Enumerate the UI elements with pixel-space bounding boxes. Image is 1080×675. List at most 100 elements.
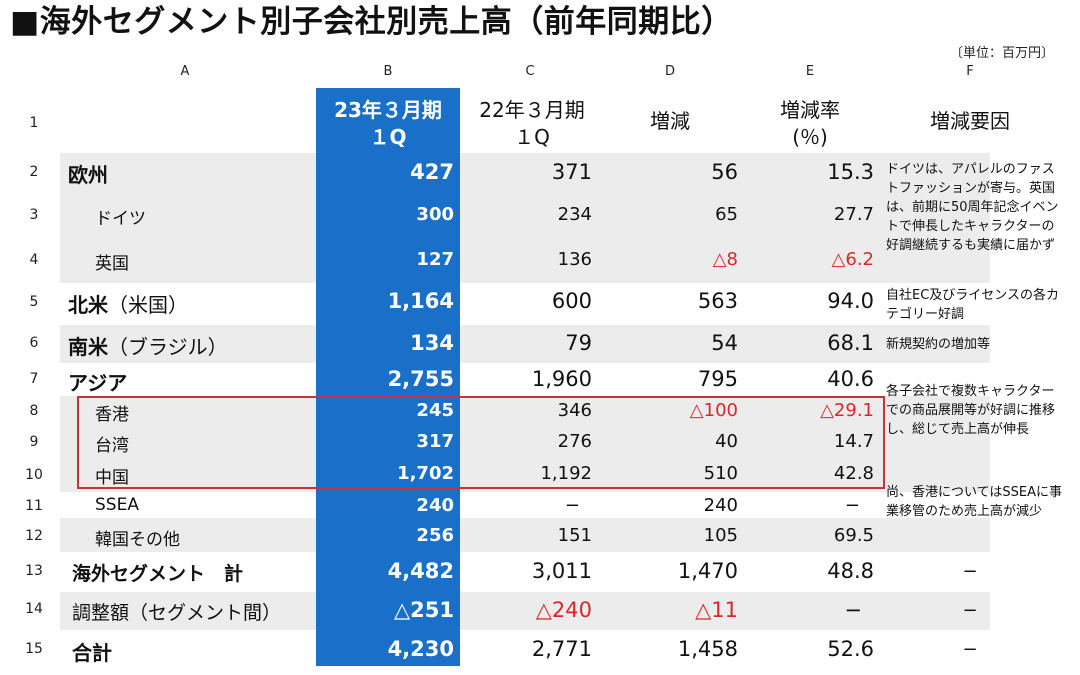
row-number-7: 7 <box>29 371 39 387</box>
cell-b-grand-total: 4,230 <box>387 637 454 661</box>
row-label-grand-total: 合計 <box>72 641 112 665</box>
cell-d-china: 510 <box>703 463 738 484</box>
cell-d-uk: △8 <box>712 249 738 270</box>
row-band-asia-sub <box>60 396 990 492</box>
cell-b-china: 1,702 <box>397 463 454 484</box>
note-europe: ドイツは、アパレルのファストファッションが寄与。英国は、前期に50周年記念イベン… <box>886 162 1059 253</box>
row-band-korea <box>60 518 990 552</box>
cell-c-grand-total: 2,771 <box>531 637 592 661</box>
row-label-uk: 英国 <box>95 254 129 274</box>
header-d: 増減 <box>650 109 690 133</box>
column-letter-d: D <box>664 64 675 79</box>
column-letter-a: A <box>180 64 190 79</box>
cell-f-overseas-total: − <box>962 561 978 582</box>
cell-e-hong-kong: △29.1 <box>820 400 874 421</box>
cell-d-south-america: 54 <box>711 331 738 355</box>
row-label-hong-kong: 香港 <box>95 405 129 425</box>
cell-d-grand-total: 1,458 <box>677 637 738 661</box>
cell-c-asia: 1,960 <box>531 367 592 391</box>
cell-c-germany: 234 <box>557 204 592 225</box>
cell-d-asia: 795 <box>697 367 738 391</box>
cell-b-taiwan: 317 <box>416 431 454 452</box>
cell-e-uk: △6.2 <box>831 249 874 270</box>
cell-c-adjustment: △240 <box>535 598 592 622</box>
cell-e-south-america: 68.1 <box>827 331 874 355</box>
cell-c-hong-kong: 346 <box>557 400 592 421</box>
cell-b-ssea: 240 <box>416 495 454 516</box>
cell-d-korea-others: 105 <box>703 525 738 546</box>
note-asia-hong-kong: 尚、香港についてはSSEAに事業移管のため売上高が減少 <box>886 485 1062 519</box>
cell-d-north-america: 563 <box>697 289 738 313</box>
row-number-9: 9 <box>29 434 39 450</box>
row-number-12: 12 <box>25 528 43 544</box>
cell-e-ssea: − <box>844 495 860 516</box>
row-label-asia: アジア <box>68 371 128 395</box>
row-number-14: 14 <box>25 601 43 617</box>
cell-e-korea-others: 69.5 <box>833 525 874 546</box>
cell-e-asia: 40.6 <box>827 367 874 391</box>
cell-e-germany: 27.7 <box>833 204 874 225</box>
note-north-america: 自社EC及びライセンスの各カテゴリー好調 <box>886 288 1060 322</box>
cell-b-germany: 300 <box>416 204 454 225</box>
highlight-box-asia-subsidiaries <box>77 396 885 489</box>
cell-c-uk: 136 <box>557 249 592 270</box>
row-number-10: 10 <box>25 467 43 483</box>
row-number-15: 15 <box>25 641 43 657</box>
cell-c-china: 1,192 <box>540 463 592 484</box>
column-letter-c: C <box>525 64 535 79</box>
row-label-germany: ドイツ <box>95 209 146 229</box>
header-c: 22年３月期 １Q <box>479 98 585 149</box>
cell-c-ssea: − <box>564 495 580 516</box>
column-letter-e: E <box>805 64 815 79</box>
column-letter-f: F <box>966 64 974 79</box>
row-label-ssea: SSEA <box>95 495 139 515</box>
row-number-1: 1 <box>29 115 39 131</box>
cell-e-north-america: 94.0 <box>827 289 874 313</box>
cell-e-grand-total: 52.6 <box>827 637 874 661</box>
row-label-taiwan: 台湾 <box>95 436 129 456</box>
cell-b-asia: 2,755 <box>387 367 454 391</box>
column-letter-b: B <box>383 64 393 79</box>
page-title: ■海外セグメント別子会社別売上高（前年同期比） <box>10 4 733 40</box>
cell-b-north-america: 1,164 <box>387 289 454 313</box>
row-number-2: 2 <box>29 164 39 180</box>
cell-f-adjustment: − <box>962 600 978 621</box>
row-label-overseas-total: 海外セグメント 計 <box>72 563 244 585</box>
row-number-5: 5 <box>29 294 39 310</box>
cell-d-europe: 56 <box>711 160 738 184</box>
note-asia: 各子会社で複数キャラクターでの商品展開等が好調に推移し、総じて売上高が伸長 <box>886 384 1056 437</box>
cell-d-taiwan: 40 <box>715 431 738 452</box>
cell-b-overseas-total: 4,482 <box>387 559 454 583</box>
row-band-adjustment <box>60 592 990 630</box>
cell-e-europe: 15.3 <box>827 160 874 184</box>
row-label-south-america: 南米（ブラジル） <box>68 335 228 359</box>
cell-b-uk: 127 <box>416 249 454 270</box>
cell-b-hong-kong: 245 <box>416 400 454 421</box>
header-e: 増減率 (％) <box>780 98 840 149</box>
row-number-8: 8 <box>29 403 39 419</box>
cell-b-europe: 427 <box>410 160 454 184</box>
row-number-11: 11 <box>25 498 43 514</box>
cell-d-hong-kong: △100 <box>689 400 738 421</box>
header-f: 増減要因 <box>930 109 1010 133</box>
row-label-china: 中国 <box>95 468 129 488</box>
cell-c-europe: 371 <box>551 160 592 184</box>
cell-b-korea-others: 256 <box>416 525 454 546</box>
row-number-4: 4 <box>29 252 39 268</box>
row-band-south-america <box>60 325 990 363</box>
row-number-6: 6 <box>29 335 39 351</box>
cell-d-germany: 65 <box>715 204 738 225</box>
cell-d-ssea: 240 <box>703 495 738 516</box>
cell-b-adjustment: △251 <box>394 598 454 622</box>
cell-b-south-america: 134 <box>410 331 454 355</box>
header-b: 23年３月期 １Q <box>334 98 442 149</box>
cell-c-overseas-total: 3,011 <box>531 559 592 583</box>
row-label-adjustment: 調整額（セグメント間） <box>72 602 282 624</box>
unit-label: 〔単位：百万円〕 <box>949 46 1054 61</box>
row-band-europe <box>60 153 990 283</box>
row-number-3: 3 <box>29 207 39 223</box>
row-label-europe: 欧州 <box>68 163 108 187</box>
cell-e-china: 42.8 <box>833 463 874 484</box>
cell-c-taiwan: 276 <box>557 431 592 452</box>
row-label-north-america: 北米（米国） <box>68 293 188 317</box>
